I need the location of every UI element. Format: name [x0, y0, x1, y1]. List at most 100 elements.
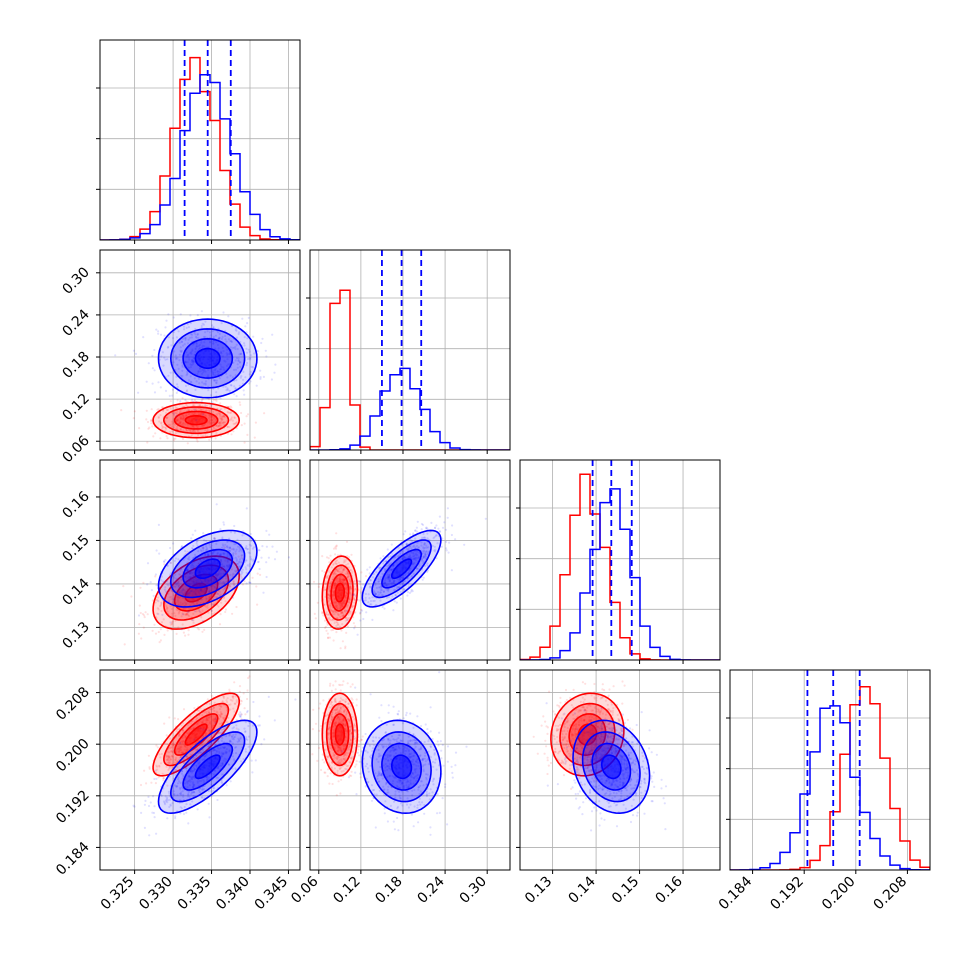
scatter-point — [414, 530, 416, 532]
scatter-point — [321, 570, 323, 572]
scatter-point — [160, 639, 162, 641]
scatter-point — [340, 647, 342, 649]
scatter-point — [268, 696, 270, 698]
scatter-point — [359, 619, 361, 621]
scatter-point — [114, 354, 116, 356]
scatter-point — [247, 710, 249, 712]
scatter-point — [138, 623, 140, 625]
scatter-point — [445, 529, 447, 531]
scatter-point — [451, 534, 453, 536]
scatter-point — [145, 782, 147, 784]
scatter-point — [259, 378, 261, 380]
scatter-point — [173, 439, 175, 441]
scatter-point — [443, 521, 445, 523]
scatter-point — [241, 700, 243, 702]
scatter-point — [243, 692, 245, 694]
scatter-point — [356, 599, 358, 601]
scatter-point — [179, 756, 181, 758]
scatter-point — [294, 698, 296, 700]
scatter-point — [148, 362, 150, 364]
scatter-point — [246, 582, 248, 584]
scatter-point — [416, 527, 418, 529]
scatter-point — [175, 415, 177, 417]
scatter-point — [251, 760, 253, 762]
scatter-point — [243, 394, 245, 396]
scatter-point — [198, 610, 200, 612]
scatter-point — [255, 585, 257, 587]
scatter-point — [239, 711, 241, 713]
scatter-point — [396, 602, 398, 604]
scatter-point — [146, 441, 148, 443]
scatter-point — [120, 409, 122, 411]
scatter-point — [174, 717, 176, 719]
scatter-point — [140, 612, 142, 614]
scatter-point — [344, 647, 346, 649]
scatter-point — [248, 382, 250, 384]
scatter-point — [155, 833, 157, 835]
scatter-point — [182, 438, 184, 440]
scatter-point — [357, 634, 359, 636]
scatter-point — [236, 694, 238, 696]
scatter-point — [157, 333, 159, 335]
scatter-point — [133, 417, 135, 419]
scatter-point — [263, 738, 265, 740]
scatter-point — [430, 522, 432, 524]
scatter-point — [330, 629, 332, 631]
scatter-point — [387, 548, 389, 550]
scatter-point — [139, 605, 141, 607]
scatter-point — [400, 598, 402, 600]
scatter-point — [313, 581, 315, 583]
scatter-point — [140, 784, 142, 786]
scatter-point — [266, 576, 268, 578]
scatter-point — [318, 583, 320, 585]
scatter-point — [172, 542, 174, 544]
scatter-point — [179, 742, 181, 744]
scatter-point — [215, 718, 217, 720]
scatter-point — [445, 541, 447, 543]
scatter-point — [146, 583, 148, 585]
scatter-point — [210, 404, 212, 406]
scatter-point — [144, 800, 146, 802]
scatter-point — [220, 599, 222, 601]
scatter-point — [166, 435, 168, 437]
panel-2-0: 0.130.140.150.16 — [59, 460, 300, 664]
scatter-point — [133, 806, 135, 808]
scatter-point — [167, 629, 169, 631]
scatter-point — [248, 317, 250, 319]
scatter-point — [228, 689, 230, 691]
scatter-point — [122, 585, 124, 587]
y-tick-label: 0.24 — [59, 306, 92, 339]
scatter-point — [222, 311, 224, 313]
scatter-point — [321, 612, 323, 614]
scatter-point — [423, 577, 425, 579]
scatter-point — [358, 599, 360, 601]
scatter-point — [171, 395, 173, 397]
scatter-point — [219, 402, 221, 404]
scatter-point — [150, 581, 152, 583]
scatter-point — [152, 435, 154, 437]
y-tick-label: 0.18 — [59, 349, 92, 382]
scatter-point — [151, 425, 153, 427]
scatter-point — [182, 397, 184, 399]
scatter-point — [163, 335, 165, 337]
scatter-point — [391, 544, 393, 546]
scatter-point — [392, 609, 394, 611]
scatter-point — [147, 421, 149, 423]
scatter-point — [161, 406, 163, 408]
scatter-point — [201, 631, 203, 633]
scatter-point — [169, 766, 171, 768]
scatter-point — [276, 551, 278, 553]
scatter-point — [224, 611, 226, 613]
scatter-point — [263, 412, 265, 414]
scatter-point — [169, 395, 171, 397]
scatter-point — [155, 744, 157, 746]
scatter-point — [196, 438, 198, 440]
scatter-point — [233, 393, 235, 395]
scatter-point — [213, 604, 215, 606]
scatter-point — [274, 364, 276, 366]
scatter-point — [409, 592, 411, 594]
scatter-point — [154, 391, 156, 393]
scatter-point — [211, 401, 213, 403]
scatter-point — [163, 563, 165, 565]
